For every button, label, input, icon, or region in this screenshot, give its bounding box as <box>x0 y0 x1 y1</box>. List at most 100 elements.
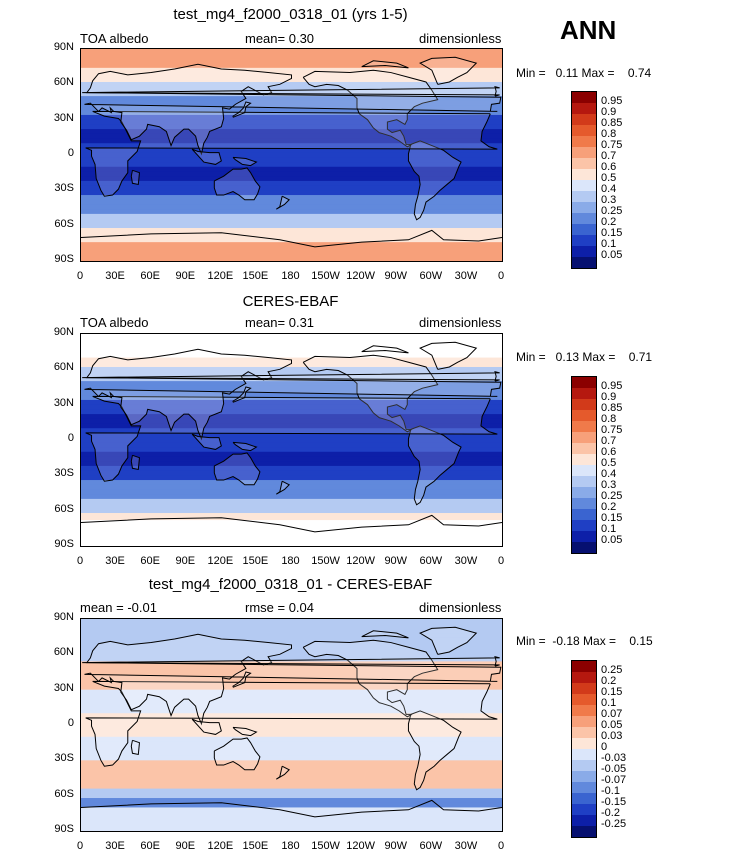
colorbar-label: -0.15 <box>601 796 627 808</box>
units-label: dimensionless <box>419 600 502 615</box>
colorbar-swatch <box>572 716 596 727</box>
y-tick-label: 60N <box>53 76 74 89</box>
colorbar-swatch <box>572 542 596 553</box>
colorbar <box>571 376 597 554</box>
x-tick-label: 180 <box>281 840 300 852</box>
field-band <box>81 404 502 410</box>
colorbar-label: 0.1 <box>601 238 617 250</box>
colorbar-label: 0.6 <box>601 446 617 458</box>
colorbar-label: 0.15 <box>601 227 623 239</box>
field-band <box>81 246 502 253</box>
x-tick-label: 150E <box>242 555 269 567</box>
field-band <box>81 138 502 144</box>
colorbar-swatch <box>572 531 596 542</box>
field-band <box>81 437 502 443</box>
coastline <box>232 671 252 688</box>
colorbar-swatch <box>572 498 596 509</box>
colorbar-swatch <box>572 782 596 793</box>
coastline <box>84 633 502 726</box>
field-band <box>81 684 502 691</box>
colorbar-swatch <box>572 509 596 520</box>
y-tick-label: 90N <box>53 611 74 623</box>
y-tick-label: 0 <box>67 432 74 444</box>
colorbar-label: 0.8 <box>601 128 617 140</box>
field-band <box>81 428 502 434</box>
map-plot[interactable] <box>80 333 503 547</box>
colorbar-swatch <box>572 410 596 421</box>
x-tick-label: 60W <box>419 555 443 567</box>
units-label: dimensionless <box>419 315 502 330</box>
y-tick-label: 60S <box>54 502 74 515</box>
y-tick-label: 90N <box>53 326 74 338</box>
colorbar-label: -0.1 <box>601 785 620 797</box>
field-band <box>81 256 502 261</box>
field-band <box>81 779 502 785</box>
x-tick-label: 30W <box>454 555 478 567</box>
colorbar-label: 0.3 <box>601 479 617 491</box>
colorbar-label: -0.2 <box>601 807 620 819</box>
colorbar-swatch <box>572 421 596 432</box>
units-label: dimensionless <box>419 31 502 46</box>
field-band <box>81 774 502 780</box>
field-band <box>81 190 502 196</box>
y-tick-label: 30S <box>54 467 74 480</box>
field-band <box>81 442 502 448</box>
colorbar-swatch <box>572 180 596 191</box>
colorbar-label: 0.25 <box>601 490 623 502</box>
field-band <box>81 633 502 639</box>
x-tick-label: 120W <box>346 840 376 852</box>
field-band <box>81 381 502 387</box>
field-band <box>81 223 502 229</box>
colorbar-swatch <box>572 158 596 169</box>
field-band <box>81 143 502 149</box>
y-tick-label: 90N <box>53 41 74 53</box>
x-tick-label: 30E <box>105 270 125 282</box>
map-field <box>81 49 502 261</box>
coastline <box>213 167 261 201</box>
colorbar-label: -0.05 <box>601 763 627 775</box>
field-band <box>81 651 502 658</box>
colorbar-swatch <box>572 213 596 224</box>
coastline <box>82 371 500 382</box>
colorbar-swatch <box>572 443 596 454</box>
colorbar-label: 0.1 <box>601 697 617 709</box>
field-band <box>81 185 502 191</box>
field-band <box>81 755 502 761</box>
y-tick-label: 60S <box>54 217 74 230</box>
colorbar-label: 0.7 <box>601 150 617 162</box>
variable-label: mean = -0.01 <box>80 600 157 615</box>
y-tick-label: 30N <box>53 111 74 124</box>
field-band <box>81 49 502 55</box>
colorbar-swatch <box>572 224 596 235</box>
field-band <box>81 414 502 420</box>
colorbar-label: 0.2 <box>601 216 617 228</box>
colorbar-swatch <box>572 147 596 158</box>
mean-label: rmse = 0.04 <box>245 600 315 615</box>
field-band <box>81 67 502 74</box>
field-band <box>81 798 502 804</box>
map-plot[interactable] <box>80 48 503 262</box>
colorbar-swatch <box>572 399 596 410</box>
field-band <box>81 124 502 130</box>
field-band <box>81 722 502 728</box>
coastline <box>361 60 409 69</box>
y-tick-label: 90S <box>54 253 74 265</box>
coastline <box>232 386 252 403</box>
min-max-label: Min = 0.11 Max = 0.74 <box>516 66 652 80</box>
colorbar-label: 0.25 <box>601 205 623 217</box>
colorbar-swatch <box>572 815 596 826</box>
colorbar-label: 0.95 <box>601 95 623 107</box>
colorbar-swatch <box>572 804 596 815</box>
panel-title: test_mg4_f2000_0318_01 - CERES-EBAF <box>148 576 433 593</box>
coastline <box>213 737 261 771</box>
field-band <box>81 816 502 823</box>
coastline <box>361 630 409 639</box>
colorbar-swatch <box>572 465 596 476</box>
field-band <box>81 708 502 714</box>
coastline <box>232 101 252 118</box>
map-plot[interactable] <box>80 618 503 832</box>
colorbar-swatch <box>572 191 596 202</box>
y-tick-label: 30N <box>53 396 74 409</box>
field-band <box>81 713 502 719</box>
x-tick-label: 150W <box>311 555 340 567</box>
